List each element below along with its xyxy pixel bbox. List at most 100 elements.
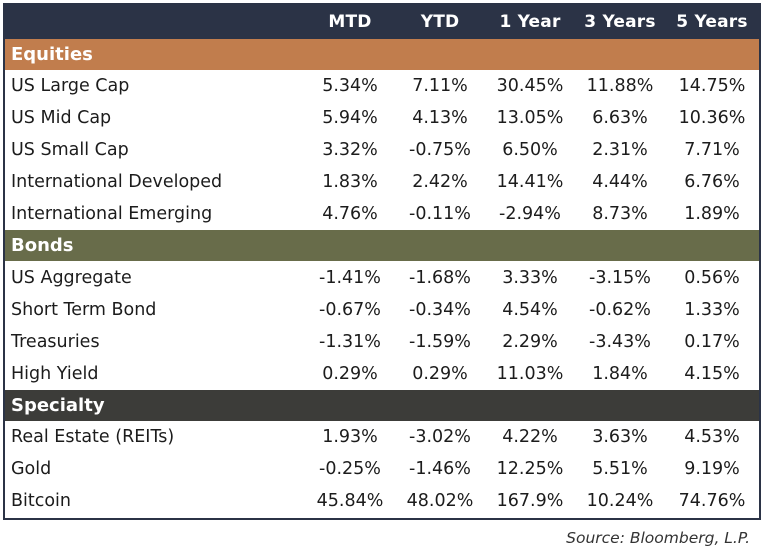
row-label: Real Estate (REITs) (11, 426, 175, 447)
5-years-value: 4.15% (684, 363, 740, 384)
section-title: Specialty (11, 394, 105, 416)
3-years-value: 1.84% (592, 363, 648, 384)
table-row: US Aggregate -1.41% -1.68% 3.33% -3.15% … (5, 261, 759, 293)
5-years-value: 14.75% (678, 76, 746, 97)
table-row: International Emerging 4.76% -0.11% -2.9… (5, 198, 759, 230)
mtd-value: 5.94% (322, 108, 378, 129)
mtd-value: 0.29% (322, 363, 378, 384)
row-label: US Aggregate (11, 267, 132, 288)
section-title: Bonds (11, 235, 74, 257)
ytd-value: 2.42% (412, 172, 468, 193)
1-year-value: 12.25% (496, 458, 564, 479)
3-years-value: 4.44% (592, 172, 648, 193)
5-years-value: 4.53% (684, 426, 740, 447)
1-year-value: 3.33% (502, 267, 558, 288)
mtd-value: 45.84% (316, 491, 384, 512)
1-year-value: 4.54% (502, 299, 558, 320)
returns-table-frame: MTD YTD 1 Year 3 Years 5 Years Equities … (3, 3, 761, 520)
row-label: US Mid Cap (11, 108, 112, 129)
section-equities: Equities (5, 39, 759, 70)
5-years-value: 7.71% (684, 140, 740, 161)
1-year-value: 4.22% (502, 426, 558, 447)
ytd-value: 4.13% (412, 108, 468, 129)
5-years-value: 10.36% (678, 108, 746, 129)
1-year-value: -2.94% (499, 204, 561, 225)
5-years-value: 0.17% (684, 331, 740, 352)
mtd-value: 3.32% (322, 140, 378, 161)
header-row: MTD YTD 1 Year 3 Years 5 Years (5, 5, 759, 39)
mtd-value: -0.25% (319, 458, 381, 479)
3-years-value: -3.15% (589, 267, 651, 288)
5-years-value: 6.76% (684, 172, 740, 193)
header-ytd: YTD (420, 12, 460, 32)
3-years-value: 10.24% (586, 491, 654, 512)
header-3-years: 3 Years (584, 12, 656, 32)
ytd-value: -0.75% (409, 140, 471, 161)
table-row: Gold -0.25% -1.46% 12.25% 5.51% 9.19% (5, 453, 759, 485)
1-year-value: 14.41% (496, 172, 564, 193)
5-years-value: 9.19% (684, 458, 740, 479)
returns-table: MTD YTD 1 Year 3 Years 5 Years Equities … (5, 5, 759, 517)
1-year-value: 13.05% (496, 108, 564, 129)
table-row: Short Term Bond -0.67% -0.34% 4.54% -0.6… (5, 294, 759, 326)
5-years-value: 1.33% (684, 299, 740, 320)
5-years-value: 1.89% (684, 204, 740, 225)
5-years-value: 74.76% (678, 491, 746, 512)
1-year-value: 11.03% (496, 363, 564, 384)
ytd-value: -0.34% (409, 299, 471, 320)
5-years-value: 0.56% (684, 267, 740, 288)
mtd-value: 1.83% (322, 172, 378, 193)
ytd-value: 0.29% (412, 363, 468, 384)
row-label: US Small Cap (11, 140, 129, 161)
row-label: International Emerging (11, 204, 213, 225)
ytd-value: 48.02% (406, 491, 474, 512)
row-label: Short Term Bond (11, 299, 157, 320)
3-years-value: 2.31% (592, 140, 648, 161)
3-years-value: 3.63% (592, 426, 648, 447)
table-row: Real Estate (REITs) 1.93% -3.02% 4.22% 3… (5, 421, 759, 453)
table-row: US Mid Cap 5.94% 4.13% 13.05% 6.63% 10.3… (5, 102, 759, 134)
header-mtd: MTD (328, 12, 372, 32)
row-label: International Developed (11, 172, 223, 193)
row-label: Treasuries (11, 331, 100, 352)
ytd-value: -3.02% (409, 426, 471, 447)
1-year-value: 30.45% (496, 76, 564, 97)
ytd-value: -1.46% (409, 458, 471, 479)
mtd-value: -1.31% (319, 331, 381, 352)
1-year-value: 6.50% (502, 140, 558, 161)
1-year-value: 2.29% (502, 331, 558, 352)
3-years-value: -3.43% (589, 331, 651, 352)
row-label: Bitcoin (11, 491, 72, 512)
section-specialty: Specialty (5, 389, 759, 421)
row-label: Gold (11, 458, 52, 479)
table-row: Treasuries -1.31% -1.59% 2.29% -3.43% 0.… (5, 326, 759, 358)
3-years-value: -0.62% (589, 299, 651, 320)
3-years-value: 11.88% (586, 76, 654, 97)
ytd-value: -1.68% (409, 267, 471, 288)
mtd-value: -0.67% (319, 299, 381, 320)
table-row: International Developed 1.83% 2.42% 14.4… (5, 166, 759, 198)
ytd-value: 7.11% (412, 76, 468, 97)
3-years-value: 6.63% (592, 108, 648, 129)
mtd-value: 1.93% (322, 426, 378, 447)
3-years-value: 8.73% (592, 204, 648, 225)
ytd-value: -1.59% (409, 331, 471, 352)
table-row: US Small Cap 3.32% -0.75% 6.50% 2.31% 7.… (5, 134, 759, 166)
section-bonds: Bonds (5, 230, 759, 262)
3-years-value: 5.51% (592, 458, 648, 479)
source-note: Source: Bloomberg, L.P. (566, 529, 750, 547)
1-year-value: 167.9% (496, 491, 564, 512)
table-row: US Large Cap 5.34% 7.11% 30.45% 11.88% 1… (5, 70, 759, 102)
mtd-value: -1.41% (319, 267, 381, 288)
table-row: High Yield 0.29% 0.29% 11.03% 1.84% 4.15… (5, 358, 759, 390)
table-row: Bitcoin 45.84% 48.02% 167.9% 10.24% 74.7… (5, 485, 759, 517)
mtd-value: 4.76% (322, 204, 378, 225)
row-label: High Yield (11, 363, 99, 384)
mtd-value: 5.34% (322, 76, 378, 97)
header-1-year: 1 Year (499, 12, 561, 32)
section-title: Equities (11, 44, 93, 65)
row-label: US Large Cap (11, 76, 130, 97)
header-label-cell (5, 5, 305, 39)
ytd-value: -0.11% (409, 204, 471, 225)
header-5-years: 5 Years (676, 12, 748, 32)
